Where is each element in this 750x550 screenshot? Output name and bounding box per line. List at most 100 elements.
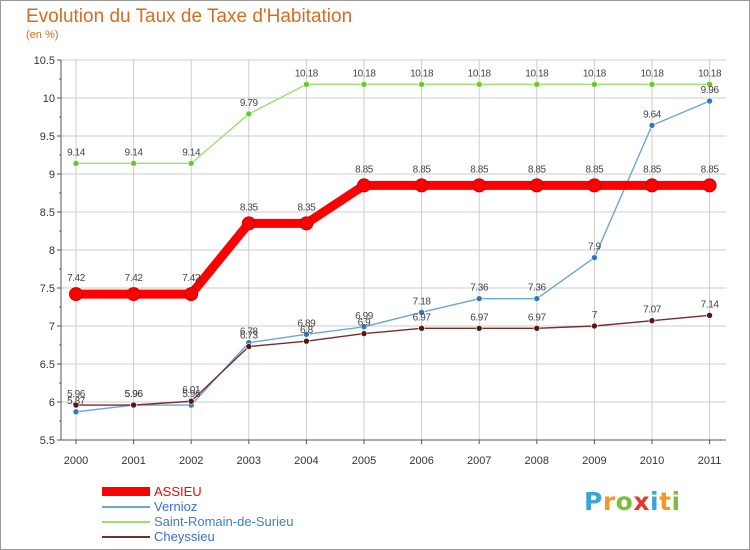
logo-letter: i <box>650 487 660 516</box>
data-label: 9.14 <box>125 147 144 158</box>
data-point <box>706 312 713 319</box>
data-label: 6.9 <box>358 318 372 329</box>
data-point <box>126 287 141 302</box>
data-point <box>187 160 195 167</box>
data-label: 7.36 <box>528 283 547 294</box>
data-label: 6.89 <box>297 318 316 329</box>
data-label: 9.96 <box>701 85 720 96</box>
legend-item-cheyssieu: Cheyssieu <box>102 529 402 544</box>
data-label: 10.18 <box>295 68 319 79</box>
data-point <box>587 178 602 193</box>
x-tick-label: 2001 <box>121 455 145 467</box>
data-label: 8.85 <box>701 164 720 175</box>
data-label: 10.18 <box>640 68 664 79</box>
data-point <box>360 81 368 88</box>
data-label: 8.85 <box>413 164 432 175</box>
chart-subtitle: (en %) <box>26 29 59 41</box>
chart-legend: ASSIEU Vernioz Saint-Romain-de-Surieu Cheys… <box>102 484 402 544</box>
data-label: 6.01 <box>182 385 201 396</box>
data-label: 6.99 <box>355 311 374 322</box>
data-label: 7.9 <box>588 242 602 253</box>
data-point <box>130 401 137 409</box>
data-point <box>184 287 199 302</box>
data-label: 5.96 <box>125 389 144 400</box>
data-point <box>591 322 598 330</box>
data-point <box>187 397 195 405</box>
data-point <box>360 330 368 337</box>
data-label: 9.14 <box>182 147 201 158</box>
data-label: 6.97 <box>470 312 489 323</box>
data-label: 7.18 <box>413 296 432 307</box>
logo-letter: o <box>615 487 634 516</box>
legend-item-saint-romain-de-surieu: Saint-Romain-de-Surieu <box>102 514 402 529</box>
data-point <box>533 295 541 302</box>
x-tick-label: 2003 <box>237 455 261 467</box>
series-line <box>75 100 710 413</box>
data-label: 5.87 <box>67 396 86 407</box>
data-point <box>357 178 371 193</box>
data-label: 5.96 <box>67 389 86 400</box>
y-tick-label: 7 <box>49 321 55 333</box>
x-tick-label: 2000 <box>64 455 88 467</box>
x-tick-label: 2011 <box>698 455 722 467</box>
data-label: 8.85 <box>585 164 604 175</box>
y-tick-label: 10 <box>43 93 55 105</box>
data-point <box>245 343 253 350</box>
data-point <box>706 97 713 105</box>
legend-label: Vernioz <box>154 499 198 514</box>
y-tick-label: 6 <box>49 397 55 409</box>
legend-item-vernioz: Vernioz <box>102 499 402 514</box>
series-cheyssieu <box>72 312 713 409</box>
data-point <box>245 110 253 118</box>
legend-swatch <box>102 487 150 496</box>
data-label: 8.85 <box>643 164 662 175</box>
x-tick-label: 2006 <box>409 455 433 467</box>
y-tick-label: 10.5 <box>34 55 55 67</box>
data-label: 9.64 <box>643 109 662 120</box>
data-point <box>648 81 656 88</box>
proxiti-logo: Proxiti <box>584 487 681 516</box>
data-label: 6.8 <box>300 325 314 336</box>
data-label: 7.36 <box>470 283 489 294</box>
series-saint-romain-de-surieu <box>72 81 713 167</box>
data-label: 5.96 <box>182 389 201 400</box>
data-label: 9.79 <box>240 98 259 109</box>
logo-letter: t <box>659 487 672 516</box>
data-label: 10.18 <box>352 68 376 79</box>
x-tick-label: 2010 <box>640 455 664 467</box>
x-tick-label: 2007 <box>467 455 491 467</box>
data-point <box>472 178 487 193</box>
data-label: 8.35 <box>240 202 259 213</box>
data-point <box>475 324 483 332</box>
data-point <box>72 401 80 409</box>
data-point <box>475 295 483 302</box>
x-tick-label: 2005 <box>352 455 376 467</box>
x-tick-label: 2009 <box>582 455 606 467</box>
data-label: 10.18 <box>410 68 434 79</box>
legend-label: Cheyssieu <box>154 529 215 544</box>
data-label: 7 <box>592 310 598 321</box>
x-tick-label: 2004 <box>294 455 318 467</box>
data-label: 10.18 <box>698 68 722 79</box>
data-point <box>69 287 83 302</box>
data-label: 10.18 <box>525 68 549 79</box>
data-label: 7.42 <box>67 273 86 284</box>
data-point <box>303 331 310 338</box>
data-point <box>72 408 80 416</box>
data-label: 5.96 <box>125 389 144 400</box>
y-tick-label: 5.5 <box>40 435 55 447</box>
data-label: 7.14 <box>701 299 720 310</box>
data-point <box>414 178 429 193</box>
y-tick-label: 9 <box>49 169 55 181</box>
data-label: 8.85 <box>355 164 374 175</box>
y-tick-label: 7.5 <box>40 283 55 295</box>
data-point <box>529 178 544 193</box>
data-point <box>418 324 425 332</box>
data-point <box>533 324 541 332</box>
legend-swatch <box>102 536 150 538</box>
data-point <box>591 81 598 88</box>
data-label: 8.35 <box>297 202 316 213</box>
y-tick-label: 6.5 <box>40 359 55 371</box>
series-line <box>76 314 710 406</box>
legend-label: Saint-Romain-de-Surieu <box>154 514 294 529</box>
